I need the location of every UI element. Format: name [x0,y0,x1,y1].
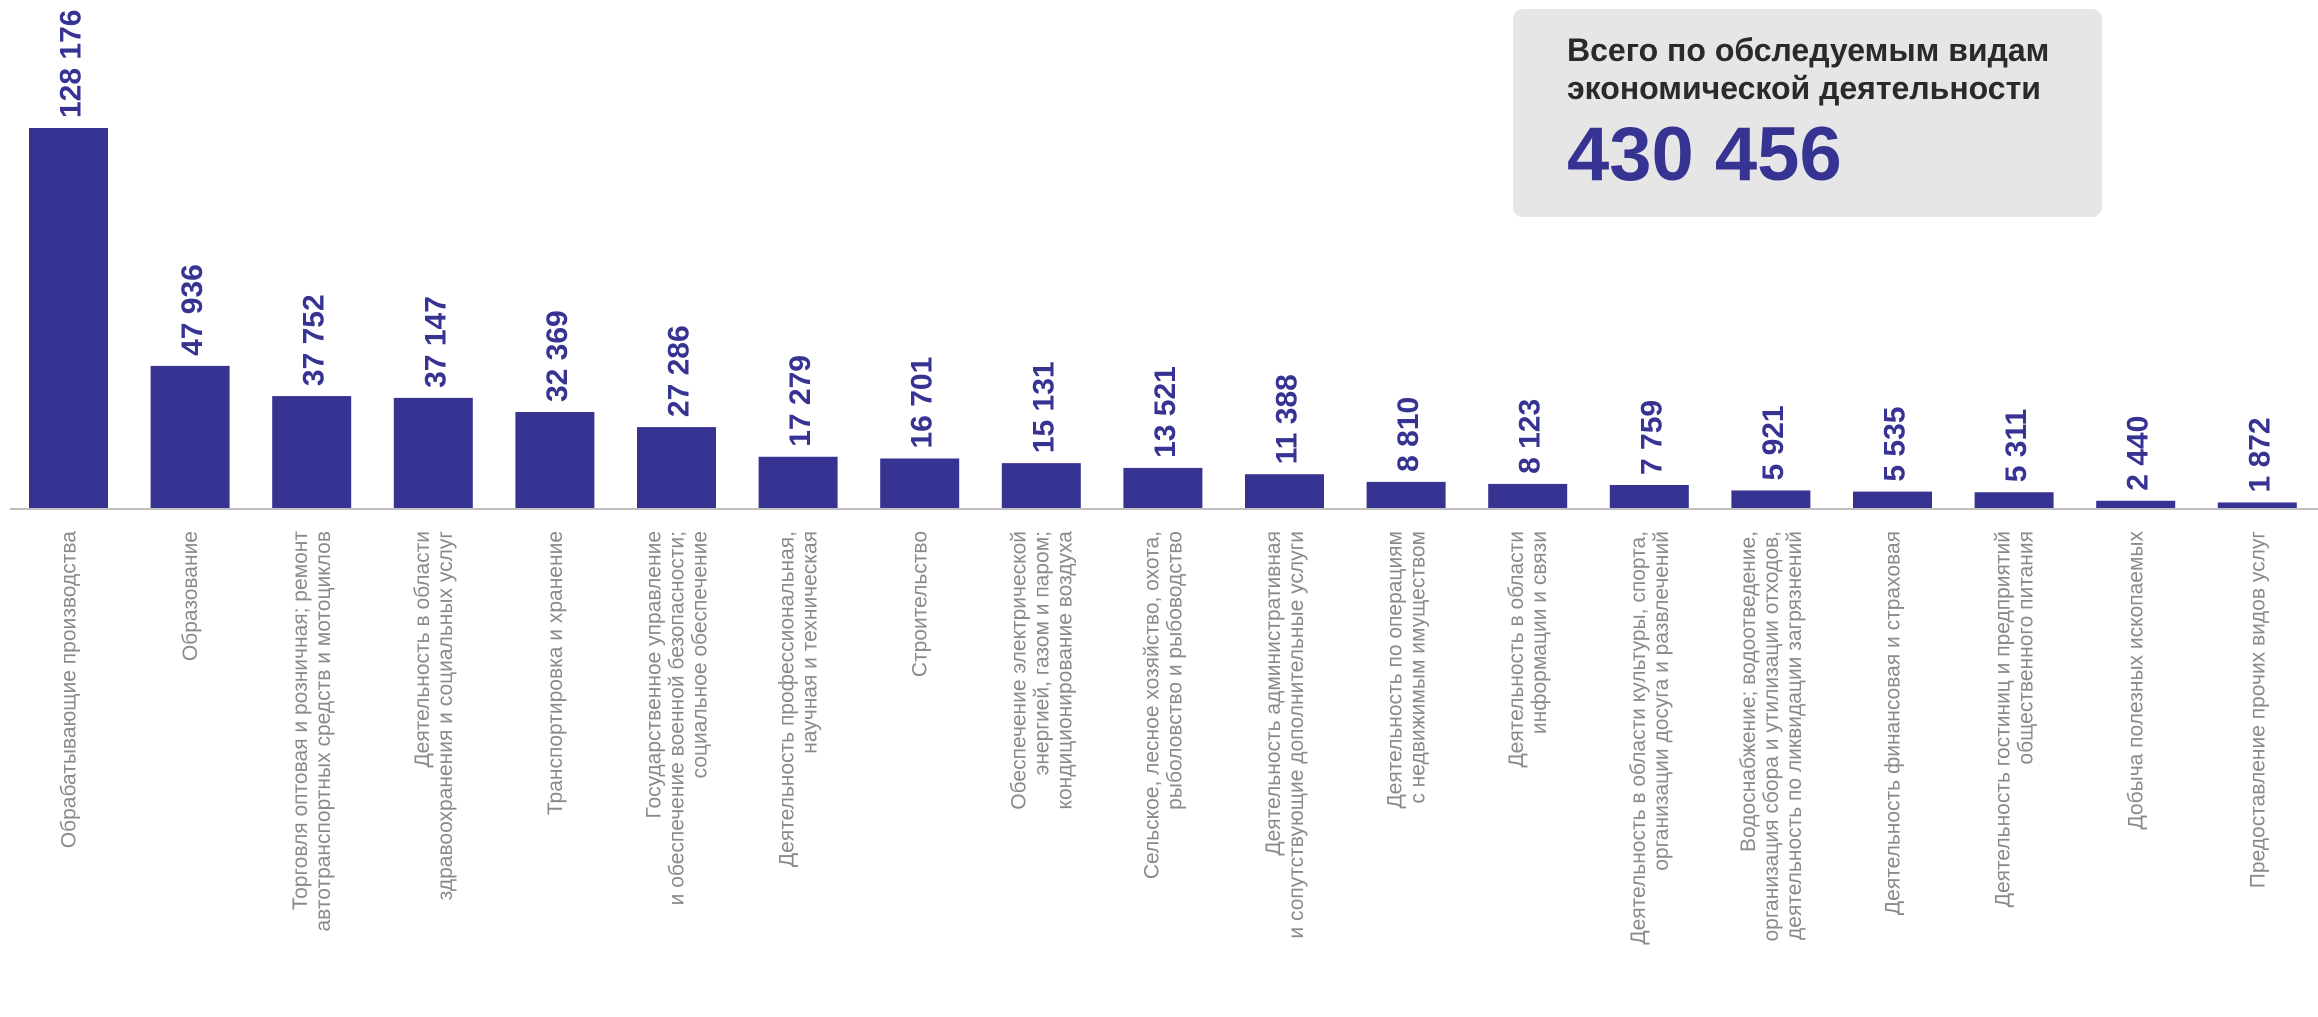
value-label-17: 5 311 [2000,409,2033,482]
category-label-line: Деятельность в области культуры, спорта, [1627,531,1650,945]
category-label-line: Деятельность в области [411,531,434,768]
value-label-3: 37 752 [298,294,331,386]
category-label-line: организации досуга и развлечений [1650,531,1673,871]
category-label-line: Деятельность профессиональная, [776,531,799,867]
category-label-line: энергией, газом и паром; [1030,531,1053,775]
total-summary-box: Всего по обследуемым видам экономической… [1513,9,2102,217]
category-label-line: информации и связи [1528,531,1551,734]
category-label-2: Образование [179,531,202,661]
category-label-14: Деятельность в области культуры, спорта,… [1627,531,1673,945]
bar-19 [2217,502,2297,508]
category-label-line: научная и техническая [799,531,822,754]
value-label-4: 37 147 [419,296,452,388]
bar-11 [1245,474,1324,508]
category-label-9: Обеспечение электрическойэнергией, газом… [1007,531,1076,810]
category-label-line: рыболовство и рыбоводство [1163,531,1186,810]
value-label-9: 15 131 [1027,361,1060,453]
value-label-6: 27 286 [663,325,696,417]
bar-7 [758,456,838,508]
category-label-line: Деятельность гостиниц и предприятий [1992,531,2015,907]
category-label-11: Деятельность административнаяи сопутству… [1262,531,1308,939]
category-label-8: Строительство [909,531,932,677]
category-label-line: Предоставление прочих видов услуг [2246,531,2269,889]
bar-1 [29,128,108,508]
category-label-7: Деятельность профессиональная,научная и … [776,531,822,867]
category-label-4: Деятельность в областиздравоохранения и … [411,531,457,901]
category-label-line: социальное обеспечение [689,531,712,778]
category-label-10: Сельское, лесное хозяйство, охота,рыболо… [1140,531,1186,879]
category-label-line: Строительство [909,531,932,677]
total-summary-label: Всего по обследуемым видам экономической… [1567,32,2050,106]
bar-2 [150,365,230,508]
bar-12 [1366,481,1446,508]
value-label-11: 11 388 [1271,374,1304,464]
category-label-line: Образование [179,531,202,661]
bar-4 [393,397,473,508]
value-label-19: 1 872 [2243,417,2276,492]
value-label-12: 8 810 [1392,397,1425,472]
category-label-6: Государственное управлениеи обеспечение … [643,531,712,905]
bar-8 [880,458,960,508]
bar-6 [637,427,716,508]
value-label-8: 16 701 [906,357,939,449]
category-label-line: здравоохранения и социальных услуг [434,531,457,901]
category-label-13: Деятельность в областиинформации и связи [1505,531,1551,768]
category-label-line: Водоснабжение; водоотведение, [1737,531,1760,852]
bar-3 [272,396,352,508]
category-label-line: автотранспортных средств и мотоциклов [312,531,335,932]
category-label-5: Транспортировка и хранение [544,531,567,815]
bar-14 [1609,484,1689,508]
category-label-line: общественного питания [2015,531,2038,765]
bar-5 [515,412,595,508]
value-label-18: 2 440 [2122,416,2155,491]
category-label-line: Деятельность финансовая и страховая [1882,531,1905,915]
category-label-line: Государственное управление [643,531,666,819]
value-label-10: 13 521 [1149,366,1182,458]
bar-17 [1974,492,2054,508]
category-label-line: Обрабатывающие производства [58,531,81,849]
bar-15 [1731,490,1811,508]
bar-16 [1853,491,1932,508]
category-label-line: кондиционирование воздуха [1053,531,1076,810]
category-label-17: Деятельность гостиниц и предприятийобщес… [1992,531,2038,907]
category-label-line: Торговля оптовая и розничная; ремонт [289,531,312,910]
bar-13 [1488,483,1568,508]
category-label-line: деятельность по ликвидации загрязнений [1783,531,1806,940]
category-label-line: Обеспечение электрической [1007,531,1030,810]
category-label-15: Водоснабжение; водоотведение,организация… [1737,531,1806,942]
value-label-7: 17 279 [784,355,817,447]
category-label-line: Добыча полезных ископаемых [2125,531,2148,830]
category-label-line: и сопутствующие дополнительные услуги [1285,531,1308,939]
category-label-line: Деятельность по операциям [1384,531,1407,809]
category-label-3: Торговля оптовая и розничная; ремонтавто… [289,531,335,932]
category-label-line: Транспортировка и хранение [544,531,567,815]
total-summary-value: 430 456 [1567,112,1842,197]
category-label-line: Деятельность административная [1262,531,1285,856]
category-label-18: Добыча полезных ископаемых [2125,531,2148,830]
bar-9 [1001,463,1081,508]
value-label-2: 47 936 [176,264,209,356]
bar-10 [1123,467,1203,508]
value-label-1: 128 176 [55,10,88,118]
category-label-line: Сельское, лесное хозяйство, охота, [1140,531,1163,879]
bar-18 [2096,500,2176,508]
value-label-5: 32 369 [541,310,574,402]
category-label-line: организация сбора и утилизации отходов, [1760,531,1783,942]
category-label-19: Предоставление прочих видов услуг [2246,531,2269,889]
category-label-line: Деятельность в области [1505,531,1528,768]
value-label-13: 8 123 [1514,399,1547,474]
category-label-1: Обрабатывающие производства [58,531,81,849]
category-label-line: и обеспечение военной безопасности; [666,531,689,905]
value-label-14: 7 759 [1635,400,1668,475]
category-label-12: Деятельность по операциямс недвижимым им… [1384,531,1430,809]
value-label-15: 5 921 [1757,405,1790,480]
category-label-16: Деятельность финансовая и страховая [1882,531,1905,915]
value-label-16: 5 535 [1879,407,1912,482]
category-label-line: с недвижимым имуществом [1407,531,1430,804]
